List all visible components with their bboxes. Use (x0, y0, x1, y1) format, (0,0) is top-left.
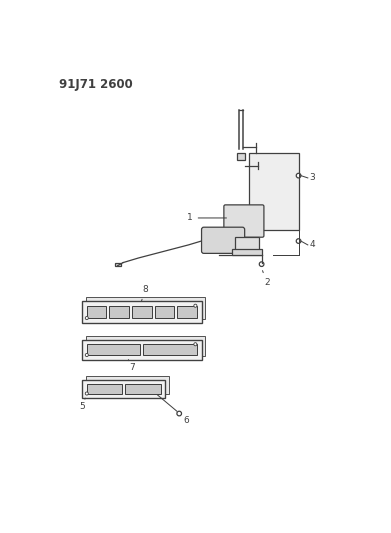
Bar (109, 306, 129, 318)
Bar (132, 306, 152, 318)
Bar (155, 306, 174, 318)
Bar (86, 336, 205, 356)
Bar (178, 306, 197, 318)
Bar (86, 297, 205, 319)
Text: 91J71 2600: 91J71 2600 (59, 78, 133, 91)
Circle shape (177, 411, 181, 416)
Bar (125, 384, 161, 393)
Bar (143, 344, 197, 355)
Circle shape (85, 392, 88, 395)
Text: 2: 2 (262, 271, 269, 287)
Circle shape (259, 262, 264, 266)
Bar (87, 306, 106, 318)
Bar (82, 379, 165, 398)
Bar (249, 152, 299, 230)
Text: 5: 5 (79, 398, 85, 411)
Circle shape (256, 164, 260, 167)
Bar (87, 384, 122, 393)
Bar (231, 249, 262, 255)
Circle shape (194, 304, 197, 308)
Circle shape (296, 239, 301, 244)
Bar (86, 376, 169, 394)
Circle shape (85, 317, 88, 320)
Circle shape (85, 353, 88, 357)
Bar (237, 152, 245, 160)
Bar (115, 263, 121, 266)
Text: 8: 8 (142, 285, 148, 301)
Bar (82, 301, 201, 322)
Circle shape (194, 343, 197, 346)
Bar (87, 344, 140, 355)
Text: 4: 4 (309, 240, 315, 249)
Text: 3: 3 (309, 173, 315, 182)
Text: 1: 1 (187, 213, 226, 222)
Bar (82, 340, 201, 360)
FancyBboxPatch shape (224, 205, 264, 237)
Circle shape (296, 173, 301, 178)
Bar (235, 237, 259, 251)
FancyBboxPatch shape (201, 227, 245, 253)
Text: 7: 7 (128, 360, 135, 373)
Text: 6: 6 (183, 416, 189, 425)
